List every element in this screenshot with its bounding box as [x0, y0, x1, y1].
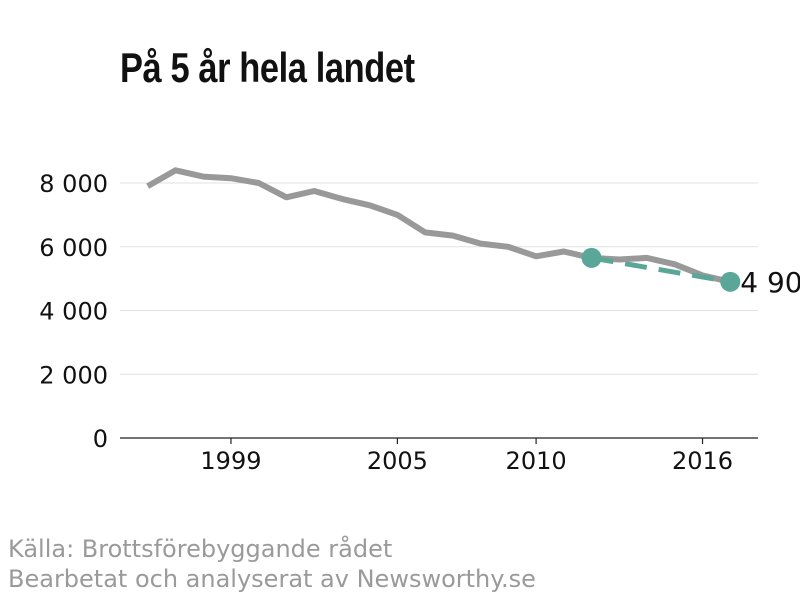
series-lines — [146, 167, 731, 285]
y-axis-labels: 0 2 000 4 000 6 000 8 000 — [39, 170, 108, 453]
y-tick-label: 0 — [93, 425, 108, 453]
end-value-label: 4 900 — [740, 266, 800, 299]
series-point — [720, 271, 741, 292]
x-tick-label: 2016 — [672, 447, 733, 475]
source-note: Källa: Brottsförebyggande rådet — [8, 535, 393, 563]
footer: Källa: Brottsförebyggande rådet Bearbeta… — [8, 534, 536, 594]
y-tick-label: 8 000 — [39, 170, 108, 198]
series-point — [581, 247, 602, 268]
y-tick-label: 6 000 — [39, 234, 108, 262]
x-tick-label: 1999 — [200, 447, 261, 475]
x-axis: 1999 2005 2010 2016 — [120, 437, 758, 475]
x-tick-label: 2005 — [367, 447, 428, 475]
end-value-label-group: 4 900 — [740, 266, 800, 299]
x-tick-label: 2010 — [506, 447, 567, 475]
series-markers — [581, 247, 741, 292]
gridlines — [120, 182, 758, 375]
y-tick-label: 4 000 — [39, 298, 108, 326]
credit-note: Bearbetat och analyserat av Newsworthy.s… — [8, 565, 536, 593]
chart-title: På 5 år hela landet — [120, 44, 415, 91]
main-series-line — [146, 167, 731, 285]
y-tick-label: 2 000 — [39, 361, 108, 389]
trend-line — [591, 255, 731, 285]
